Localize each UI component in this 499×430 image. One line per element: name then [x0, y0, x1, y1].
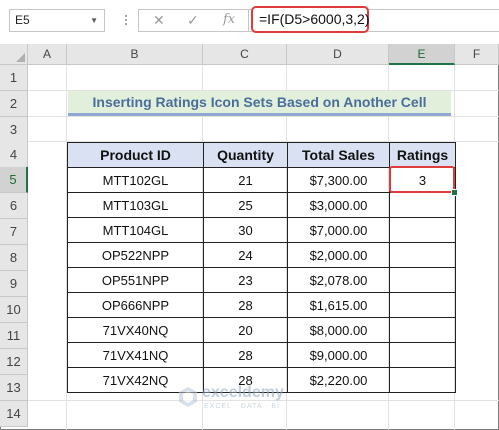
row-header-3[interactable]: 3 — [0, 117, 28, 143]
table-row: OP666NPP 28 $1,615.00 — [67, 292, 456, 318]
name-box[interactable]: E5 ▼ — [9, 9, 105, 32]
row-header-4[interactable]: 4 — [0, 142, 28, 168]
table-header-row: Product ID Quantity Total Sales Ratings — [67, 142, 456, 168]
gridline — [28, 400, 499, 401]
cell-total-sales[interactable]: $8,000.00 — [287, 317, 390, 343]
row-header-9[interactable]: 9 — [0, 271, 28, 297]
header-product-id[interactable]: Product ID — [67, 142, 204, 168]
sheet-title[interactable]: Inserting Ratings Icon Sets Based on Ano… — [68, 91, 451, 113]
column-header-e[interactable]: E — [389, 44, 455, 65]
column-header-b[interactable]: B — [67, 44, 203, 65]
cell-product-id[interactable]: MTT103GL — [67, 192, 204, 218]
cell-rating[interactable] — [389, 342, 456, 368]
cell-rating[interactable] — [389, 367, 456, 393]
cell-total-sales[interactable]: $7,000.00 — [287, 217, 390, 243]
gridline — [28, 116, 499, 117]
cell-rating[interactable] — [389, 192, 456, 218]
cell-total-sales[interactable]: $2,220.00 — [287, 367, 390, 393]
row-header-6[interactable]: 6 — [0, 193, 28, 219]
active-cell-highlight[interactable] — [389, 166, 455, 193]
cell-quantity[interactable]: 21 — [203, 167, 288, 193]
gridline — [66, 65, 67, 430]
row-header-14[interactable]: 14 — [0, 401, 28, 427]
cell-quantity[interactable]: 28 — [203, 342, 288, 368]
select-all-corner[interactable] — [0, 44, 28, 65]
column-header-f[interactable]: F — [455, 44, 499, 65]
cell-rating[interactable] — [389, 267, 456, 293]
cell-total-sales[interactable]: $9,000.00 — [287, 342, 390, 368]
cell-product-id[interactable]: OP522NPP — [67, 242, 204, 268]
cell-product-id[interactable]: 71VX42NQ — [67, 367, 204, 393]
cell-product-id[interactable]: OP666NPP — [67, 292, 204, 318]
table-row: OP551NPP 23 $2,078.00 — [67, 267, 456, 293]
watermark-logo: exceldemy EXCEL · DATA · BI — [178, 384, 328, 414]
row-header-1[interactable]: 1 — [0, 65, 28, 91]
cell-product-id[interactable]: MTT102GL — [67, 167, 204, 193]
cell-total-sales[interactable]: $7,300.00 — [287, 167, 390, 193]
row-header-7[interactable]: 7 — [0, 219, 28, 245]
header-ratings[interactable]: Ratings — [389, 142, 456, 168]
formula-bar: E5 ▼ ✕ ✓ fx =IF(D5>6000,3,2) — [0, 0, 499, 44]
cell-quantity[interactable]: 30 — [203, 217, 288, 243]
column-header-c[interactable]: C — [203, 44, 287, 65]
close-icon[interactable]: ✕ — [153, 12, 165, 28]
row-header-11[interactable]: 11 — [0, 323, 28, 349]
table-row: MTT104GL 30 $7,000.00 — [67, 217, 456, 243]
header-quantity[interactable]: Quantity — [203, 142, 288, 168]
formula-input-field[interactable] — [249, 9, 499, 32]
column-header-d[interactable]: D — [287, 44, 389, 65]
row-header-12[interactable]: 12 — [0, 349, 28, 375]
table-row: MTT103GL 25 $3,000.00 — [67, 192, 456, 218]
formula-text[interactable]: =IF(D5>6000,3,2) — [251, 6, 370, 33]
header-total-sales[interactable]: Total Sales — [287, 142, 390, 168]
cell-product-id[interactable]: 71VX41NQ — [67, 342, 204, 368]
fill-handle[interactable] — [451, 189, 458, 196]
cell-quantity[interactable]: 25 — [203, 192, 288, 218]
watermark-tagline: EXCEL · DATA · BI — [204, 403, 280, 410]
cell-product-id[interactable]: 71VX40NQ — [67, 317, 204, 343]
cell-total-sales[interactable]: $1,615.00 — [287, 292, 390, 318]
gridline — [28, 90, 499, 91]
cell-rating[interactable] — [389, 317, 456, 343]
gridline — [28, 141, 499, 142]
column-header-a[interactable]: A — [28, 44, 67, 65]
cell-quantity[interactable]: 24 — [203, 242, 288, 268]
cell-total-sales[interactable]: $2,078.00 — [287, 267, 390, 293]
row-header-10[interactable]: 10 — [0, 297, 28, 323]
formula-buttons: ✕ ✓ fx — [138, 9, 249, 32]
table-row: OP522NPP 24 $2,000.00 — [67, 242, 456, 268]
data-table: Product ID Quantity Total Sales Ratings … — [67, 142, 456, 393]
table-row: 71VX40NQ 20 $8,000.00 — [67, 317, 456, 343]
table-row: 71VX41NQ 28 $9,000.00 — [67, 342, 456, 368]
cell-quantity[interactable]: 23 — [203, 267, 288, 293]
cell-quantity[interactable]: 20 — [203, 317, 288, 343]
cell-quantity[interactable]: 28 — [203, 367, 288, 393]
cell-rating[interactable] — [389, 292, 456, 318]
row-header-5[interactable]: 5 — [0, 167, 28, 193]
exceldemy-logo-icon — [179, 387, 197, 407]
cell-quantity[interactable]: 28 — [203, 292, 288, 318]
table-row: MTT102GL 21 $7,300.00 3 — [67, 167, 456, 193]
row-header-8[interactable]: 8 — [0, 245, 28, 271]
cell-total-sales[interactable]: $2,000.00 — [287, 242, 390, 268]
cell-product-id[interactable]: OP551NPP — [67, 267, 204, 293]
check-icon[interactable]: ✓ — [187, 12, 199, 28]
name-box-value: E5 — [15, 13, 30, 27]
cell-total-sales[interactable]: $3,000.00 — [287, 192, 390, 218]
cell-rating[interactable] — [389, 242, 456, 268]
title-underline — [68, 113, 451, 116]
row-header-13[interactable]: 13 — [0, 375, 28, 401]
cell-product-id[interactable]: MTT104GL — [67, 217, 204, 243]
chevron-down-icon[interactable]: ▼ — [90, 16, 98, 25]
table-row: 71VX42NQ 28 $2,220.00 — [67, 367, 456, 393]
cell-rating[interactable] — [389, 217, 456, 243]
row-header-2[interactable]: 2 — [0, 91, 28, 117]
watermark-name: exceldemy — [202, 384, 284, 401]
grip-handle-icon[interactable] — [125, 13, 129, 29]
fx-icon[interactable]: fx — [223, 12, 236, 27]
